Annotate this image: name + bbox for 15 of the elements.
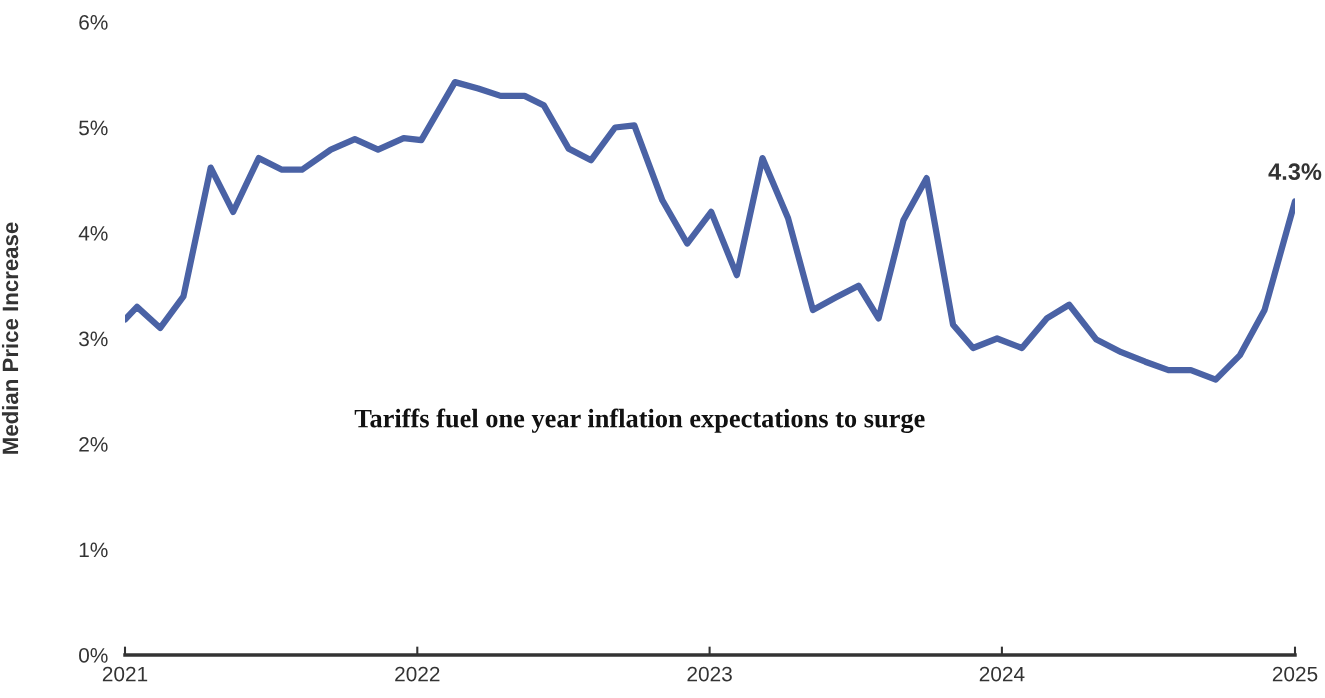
y-axis-title: Median Price Increase <box>1 222 19 454</box>
x-tick-label: 2025 <box>1272 666 1318 682</box>
x-tick-label: 2021 <box>102 666 148 682</box>
y-tick-label: 1% <box>79 542 108 558</box>
y-tick-label: 5% <box>79 120 108 136</box>
y-tick-label: 3% <box>79 331 108 347</box>
annotation: Tariffs fuel one year inflation expectations to surge <box>354 408 925 433</box>
y-tick-label: 4% <box>78 226 108 241</box>
x-tick-label: 2024 <box>979 666 1025 682</box>
x-tick-label: 2023 <box>687 666 732 682</box>
data-label: 4.3% <box>1268 163 1322 181</box>
y-tick-label: 6% <box>79 15 108 30</box>
y-tick-label: 2% <box>79 437 108 452</box>
x-tick-label: 2022 <box>395 666 440 682</box>
y-tick-label: 0% <box>79 648 108 663</box>
